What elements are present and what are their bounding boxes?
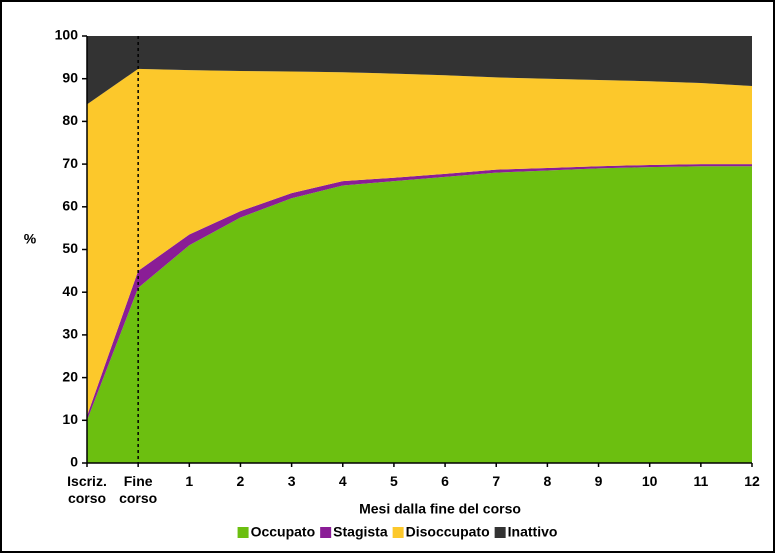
x-tick-label: 2: [236, 473, 245, 489]
legend-label: Stagista: [333, 524, 388, 540]
y-tick-label: 80: [62, 112, 78, 128]
x-tick-label: 9: [594, 473, 603, 489]
legend-swatch: [392, 527, 404, 538]
legend-swatch: [237, 527, 249, 538]
x-tick-label: Fine corso: [119, 473, 158, 506]
y-axis-label: %: [24, 231, 37, 247]
area: [87, 166, 752, 464]
x-tick-label: Iscriz. corso: [67, 473, 107, 506]
y-tick-label: 60: [62, 198, 78, 214]
legend-swatch: [320, 527, 332, 538]
x-axis-label: Mesi dalla fine del corso: [359, 501, 521, 517]
x-tick-label: 3: [287, 473, 296, 489]
x-tick-label: 1: [185, 473, 194, 489]
legend-swatch: [494, 527, 506, 538]
y-tick-label: 40: [62, 283, 78, 299]
area: [87, 36, 752, 105]
y-tick-label: 30: [62, 326, 78, 342]
x-tick-label: 11: [693, 473, 709, 489]
x-tick-label: 6: [441, 473, 449, 489]
x-tick-label: 7: [492, 473, 501, 489]
legend-label: Occupato: [251, 524, 316, 540]
legend-label: Inattivo: [508, 524, 558, 540]
legend: Occupato Stagista Disoccupato Inattivo: [237, 524, 558, 540]
area: [87, 68, 752, 417]
y-tick-label: 10: [62, 411, 78, 427]
x-tick-label: 4: [338, 473, 347, 489]
y-tick-label: 90: [62, 69, 78, 85]
areas: [87, 36, 752, 464]
y-tick-label: 20: [62, 368, 78, 384]
y-tick-label: 70: [62, 155, 78, 171]
y-tick-label: 50: [62, 240, 78, 256]
y-tick-label: 100: [55, 27, 79, 43]
x-tick-label: 8: [543, 473, 552, 489]
x-tick-label: 10: [641, 473, 658, 489]
y-tick-label: 0: [70, 454, 78, 470]
legend-label: Disoccupato: [406, 524, 490, 540]
x-tick-label: 12: [744, 473, 760, 489]
x-tick-label: 5: [390, 473, 398, 489]
